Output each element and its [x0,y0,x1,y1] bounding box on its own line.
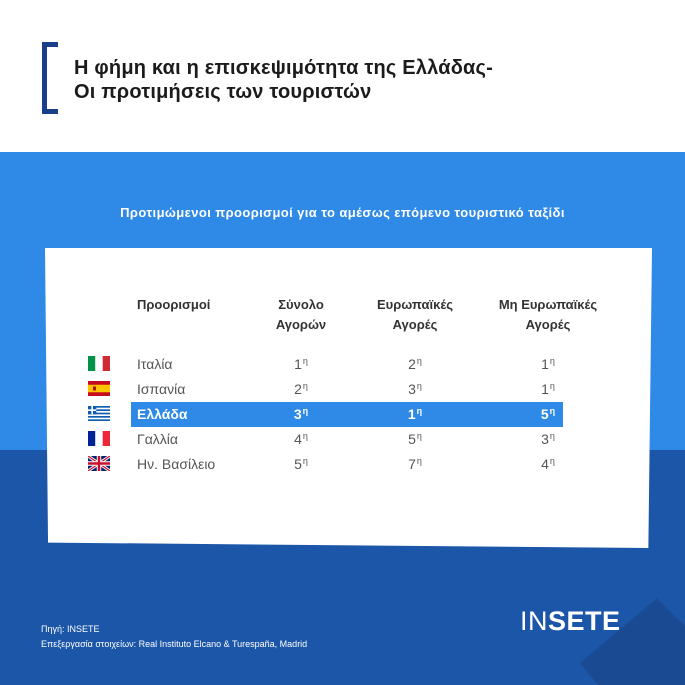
rank-suffix: η [302,431,308,441]
logo-part-in: IN [520,606,548,636]
rank-cell: 4η [482,456,614,472]
italy-flag [88,356,110,371]
rank-cell: 1η [256,356,346,372]
rank-value: 1 [541,356,549,372]
rank-cell: 5η [256,456,346,472]
column-header-european-markets: Ευρωπαϊκές Αγορές [377,297,453,332]
rank-cell: 3η [256,406,346,422]
rank-value: 5 [294,456,302,472]
destination-name: Ισπανία [137,381,186,397]
rank-cell: 7η [360,456,470,472]
title-line-1: Η φήμη και η επισκεψιμότητα της Ελλάδας- [74,57,493,79]
rank-suffix: η [549,431,555,441]
table-row: Ελλάδα 3η 1η 5η [0,402,685,427]
rank-cell: 3η [360,381,470,397]
rank-value: 4 [541,456,549,472]
rank-value: 3 [408,381,416,397]
rank-cell: 2η [360,356,470,372]
rank-suffix: η [302,381,308,391]
rank-suffix: η [416,356,422,366]
rank-value: 5 [540,406,549,422]
rank-value: 4 [294,431,302,447]
column-header-destinations: Προορισμοί [137,297,211,312]
logo-part-sete: SETE [548,606,621,636]
rank-suffix: η [549,456,555,466]
title-bracket-decoration [42,42,58,114]
rank-value: 3 [541,431,549,447]
chart-subtitle: Προτιμώμενοι προορισμοί για το αμέσως επ… [120,205,565,220]
row-highlight-bar [131,402,563,427]
rank-suffix: η [549,406,556,416]
title-line-2: Οι προτιμήσεις των τουριστών [74,81,372,103]
processing-line: Επεξεργασία στοιχείων: Real Instituto El… [41,639,308,649]
spain-flag [88,381,110,396]
rank-suffix: η [416,431,422,441]
destination-name: Ελλάδα [137,406,188,422]
rank-suffix: η [302,456,308,466]
rank-suffix: η [416,456,422,466]
greece-flag [88,406,110,421]
page-title: Η φήμη και η επισκεψιμότητα της Ελλάδας-… [74,56,634,104]
table-card [45,248,652,548]
rank-suffix: η [549,381,555,391]
rank-cell: 1η [360,406,470,422]
source-line: Πηγή: INSETE [41,624,100,634]
rank-value: 1 [294,356,302,372]
rank-value: 5 [408,431,416,447]
rank-suffix: η [416,381,422,391]
header-area: Η φήμη και η επισκεψιμότητα της Ελλάδας-… [0,0,685,152]
rank-value: 7 [408,456,416,472]
source-note: Πηγή: INSETE Επεξεργασία στοιχείων: Real… [41,622,307,652]
rank-cell: 3η [482,431,614,447]
column-header-total-markets: Σύνολο Αγορών [275,297,327,332]
rank-cell: 5η [360,431,470,447]
rank-suffix: η [549,356,555,366]
table-row: Ισπανία 2η 3η 1η [0,377,685,402]
logo-triangle-decoration [580,598,685,685]
rank-suffix: η [302,406,309,416]
france-flag [88,431,110,446]
rank-value: 1 [541,381,549,397]
rank-cell: 1η [482,381,614,397]
column-header-non-european-markets: Μη Ευρωπαϊκές Αγορές [498,297,598,332]
destination-name: Γαλλία [137,431,179,447]
rank-suffix: η [416,406,423,416]
rank-cell: 5η [482,406,614,422]
table-row: Γαλλία 4η 5η 3η [0,427,685,452]
table-row: Ην. Βασίλειο 5η 7η 4η [0,452,685,477]
insete-logo: INSETE [520,606,621,637]
rank-cell: 1η [482,356,614,372]
rank-suffix: η [302,356,308,366]
rank-value: 2 [408,356,416,372]
rank-value: 2 [294,381,302,397]
destination-name: Ην. Βασίλειο [137,456,216,472]
rank-cell: 2η [256,381,346,397]
destination-name: Ιταλία [137,356,173,372]
rank-value: 3 [293,406,302,422]
table-row: Ιταλία 1η 2η 1η [0,352,685,377]
uk-flag [88,456,110,471]
rank-value: 1 [407,406,416,422]
rank-cell: 4η [256,431,346,447]
